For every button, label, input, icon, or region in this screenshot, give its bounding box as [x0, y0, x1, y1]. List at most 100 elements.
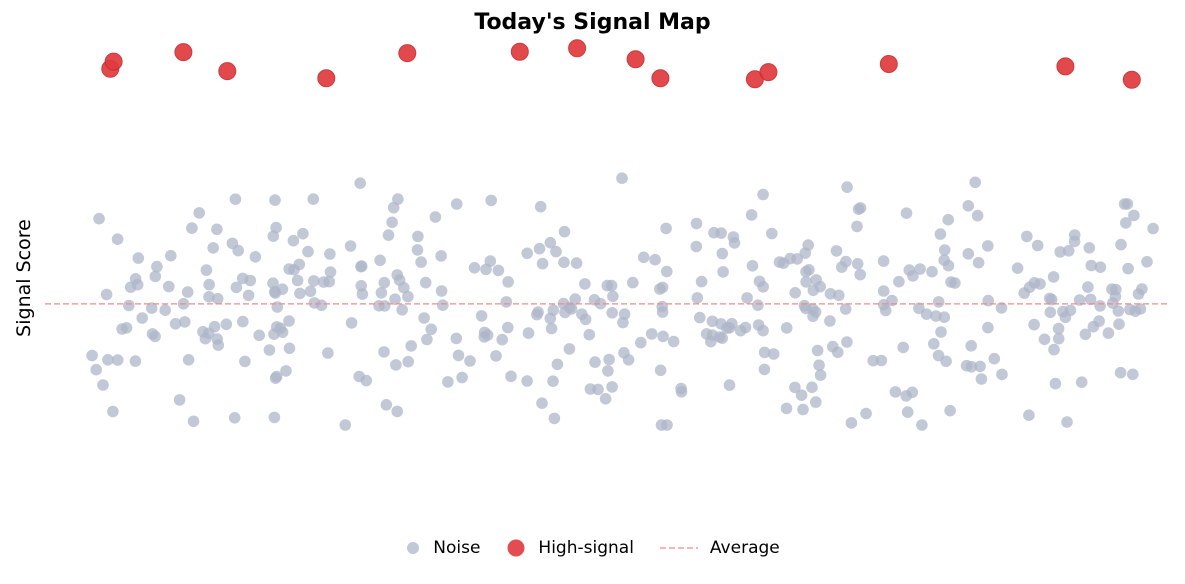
- noise-point: [163, 280, 175, 293]
- noise-point: [752, 299, 764, 312]
- noise-point: [136, 312, 148, 324]
- noise-point: [637, 251, 650, 264]
- legend-high-signal-marker: [507, 539, 525, 557]
- noise-point: [721, 322, 733, 334]
- noise-point: [521, 375, 533, 387]
- noise-point: [90, 363, 102, 376]
- high-signal-point: [626, 50, 645, 69]
- noise-point: [1094, 300, 1106, 312]
- legend: Noise High-signal Average: [0, 538, 1185, 558]
- noise-point: [437, 299, 449, 312]
- noise-point: [354, 177, 367, 189]
- noise-point: [1043, 292, 1056, 305]
- noise-point: [230, 281, 243, 294]
- noise-point: [982, 294, 994, 307]
- noise-point: [229, 193, 242, 205]
- noise-point: [193, 207, 205, 219]
- noise-point: [179, 316, 191, 328]
- chart-title: Today's Signal Map: [474, 10, 711, 35]
- noise-point: [789, 381, 801, 394]
- noise-point: [928, 338, 940, 350]
- noise-point: [249, 250, 262, 263]
- noise-point: [1028, 318, 1040, 331]
- noise-point: [418, 312, 430, 324]
- noise-point: [773, 256, 786, 268]
- noise-point: [271, 301, 284, 313]
- noise-point: [203, 291, 215, 303]
- legend-average-marker: [659, 547, 698, 549]
- noise-point: [116, 323, 128, 335]
- noise-point: [323, 275, 336, 288]
- noise-point: [267, 277, 279, 290]
- legend-item-high-signal: High-signal: [506, 538, 634, 558]
- high-signal-point: [398, 44, 417, 63]
- noise-point: [1031, 239, 1044, 252]
- noise-point: [811, 344, 824, 357]
- noise-point: [307, 193, 320, 205]
- high-signal-point: [651, 69, 670, 88]
- noise-point: [324, 266, 337, 278]
- noise-point: [622, 354, 635, 366]
- noise-point: [484, 255, 497, 267]
- noise-point: [550, 245, 562, 258]
- noise-point: [616, 172, 628, 184]
- noise-point: [797, 403, 809, 416]
- noise-point: [645, 328, 658, 340]
- noise-point: [502, 321, 514, 334]
- noise-point: [635, 336, 647, 349]
- noise-point: [1052, 332, 1065, 345]
- noise-point: [579, 278, 591, 290]
- noise-point: [1129, 305, 1142, 317]
- noise-point: [995, 302, 1008, 314]
- noise-point: [708, 226, 720, 239]
- noise-point: [654, 283, 666, 295]
- noise-point: [545, 322, 558, 335]
- noise-point: [806, 381, 818, 394]
- noise-point: [100, 288, 113, 301]
- noise-point: [145, 302, 158, 314]
- noise-point: [165, 249, 177, 262]
- noise-point: [810, 396, 822, 408]
- noise-point: [464, 355, 476, 367]
- noise-point: [478, 326, 491, 339]
- noise-point: [935, 326, 947, 338]
- noise-point: [780, 402, 793, 415]
- noise-point: [558, 225, 571, 238]
- noise-point: [694, 311, 706, 324]
- noise-point: [965, 361, 978, 373]
- noise-point: [706, 329, 719, 342]
- noise-point: [1122, 262, 1134, 275]
- noise-point: [618, 308, 631, 320]
- noise-point: [602, 365, 614, 377]
- high-signal-point: [568, 39, 587, 58]
- noise-point: [667, 335, 680, 348]
- noise-point: [583, 328, 596, 341]
- noise-point: [766, 227, 778, 240]
- noise-point: [1061, 416, 1073, 428]
- noise-point: [244, 274, 257, 287]
- noise-point: [1113, 318, 1125, 331]
- high-signal-point: [879, 55, 898, 73]
- noise-point: [813, 359, 825, 372]
- noise-point: [803, 264, 815, 276]
- noise-point: [203, 278, 215, 291]
- noise-point: [1127, 368, 1139, 381]
- noise-point: [173, 394, 186, 406]
- noise-point: [867, 354, 879, 367]
- noise-point: [1082, 281, 1094, 293]
- noise-point: [758, 363, 771, 376]
- noise-point: [1059, 311, 1072, 324]
- noise-point: [932, 296, 945, 308]
- noise-point: [914, 263, 926, 275]
- noise-point: [1011, 262, 1024, 275]
- noise-point: [421, 333, 433, 346]
- noise-point: [324, 248, 336, 260]
- noise-point: [500, 296, 513, 308]
- noise-point: [654, 364, 667, 377]
- noise-point: [382, 229, 395, 241]
- noise-point: [268, 411, 281, 424]
- noise-point: [297, 227, 309, 240]
- noise-point: [791, 253, 803, 265]
- noise-point: [851, 258, 864, 270]
